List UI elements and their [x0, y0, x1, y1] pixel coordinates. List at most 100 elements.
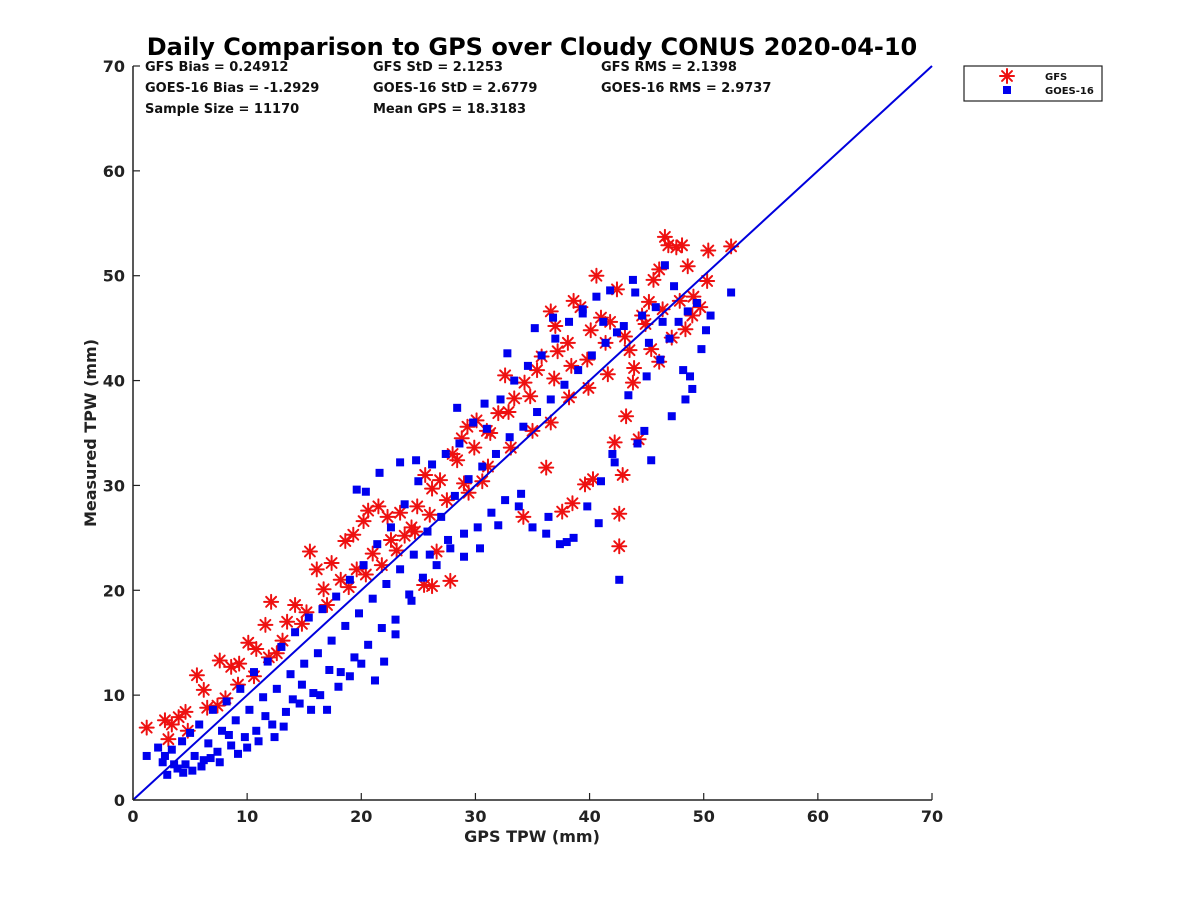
goes16-point	[277, 642, 286, 651]
gfs-point	[257, 616, 274, 633]
goes16-point	[473, 523, 482, 532]
gfs-point	[621, 342, 638, 359]
goes16-point	[578, 305, 587, 314]
gfs-point	[424, 578, 441, 595]
goes16-point	[480, 399, 489, 408]
y-tick-label: 40	[103, 372, 125, 391]
goes16-point	[186, 728, 195, 737]
goes16-point	[631, 288, 640, 297]
x-tick-label: 50	[693, 807, 715, 826]
stat-annotation: GFS RMS = 2.1398	[601, 60, 737, 75]
gfs-point	[506, 390, 523, 407]
goes16-point	[254, 737, 263, 746]
goes16-point	[594, 519, 603, 528]
gfs-point	[379, 508, 396, 525]
goes16-point	[482, 424, 491, 433]
x-tick-label: 30	[464, 807, 486, 826]
goes16-point	[503, 349, 512, 358]
goes16-point	[309, 689, 318, 698]
goes16-point	[528, 523, 537, 532]
goes16-point	[206, 754, 215, 763]
goes16-point	[610, 458, 619, 467]
gfs-point	[515, 508, 532, 525]
goes16-point	[727, 288, 736, 297]
goes16-point	[464, 475, 473, 484]
goes16-point	[599, 317, 608, 326]
gfs-point	[497, 367, 514, 384]
gfs-point	[373, 557, 390, 574]
goes16-point	[533, 408, 542, 417]
gfs-point	[345, 526, 362, 543]
goes16-point	[432, 561, 441, 570]
gfs-point	[409, 498, 426, 515]
goes16-point	[642, 372, 651, 381]
goes16-point	[332, 592, 341, 601]
goes16-point	[142, 751, 151, 760]
gfs-point	[177, 703, 194, 720]
goes16-point	[249, 668, 258, 677]
gfs-point	[421, 506, 438, 523]
gfs-point	[611, 505, 628, 522]
one-to-one-reference-line	[132, 65, 933, 801]
stats-annotations: GFS Bias = 0.24912 GFS StD = 2.1253 GFS RM…	[145, 60, 771, 117]
goes16-point	[565, 317, 574, 326]
goes16-point	[475, 544, 484, 553]
stat-annotation: GOES-16 RMS = 2.9737	[601, 81, 771, 96]
goes16-point	[327, 636, 336, 645]
goes16-point	[450, 491, 459, 500]
gfs-point	[357, 566, 374, 583]
goes16-point	[291, 628, 300, 637]
goes16-point	[487, 508, 496, 517]
gfs-point	[580, 379, 597, 396]
goes16-point	[501, 496, 510, 505]
gfs-point	[554, 503, 571, 520]
goes16-point	[288, 695, 297, 704]
goes16-point	[364, 640, 373, 649]
gfs-point	[549, 343, 566, 360]
x-tick-label: 70	[921, 807, 943, 826]
goes16-point	[158, 758, 167, 767]
goes16-point	[460, 552, 469, 561]
gfs-point	[332, 571, 349, 588]
legend-label-goes-16: GOES-16	[1045, 86, 1094, 97]
goes16-point	[549, 313, 558, 322]
goes16-point	[199, 756, 208, 765]
goes16-point	[701, 326, 710, 335]
y-tick-label: 50	[103, 267, 125, 286]
goes16-point	[551, 334, 560, 343]
goes16-point	[628, 275, 637, 284]
legend: GFS GOES-16	[963, 65, 1103, 102]
gfs-point	[614, 466, 631, 483]
gfs-point	[337, 533, 354, 550]
goes16-point	[569, 533, 578, 542]
gfs-point	[516, 374, 533, 391]
goes16-point	[215, 758, 224, 767]
goes16-point	[236, 684, 245, 693]
goes16-point	[396, 458, 405, 467]
goes16-point	[706, 311, 715, 320]
goes16-point	[181, 760, 190, 769]
gfs-point	[588, 267, 605, 284]
gfs-point	[138, 719, 155, 736]
goes16-point	[154, 743, 163, 752]
goes16-point	[304, 613, 313, 622]
goes16-point	[195, 720, 204, 729]
gfs-point	[416, 577, 433, 594]
goes16-point	[341, 621, 350, 630]
goes16-point	[658, 317, 667, 326]
gfs-point	[679, 258, 696, 275]
goes16-point	[243, 743, 252, 752]
goes16-point	[478, 462, 487, 471]
stat-annotation: GOES-16 Bias = -1.2929	[145, 81, 319, 96]
goes16-point	[382, 579, 391, 588]
goes16-point	[418, 573, 427, 582]
goes16-point	[173, 764, 182, 773]
goes16-point	[444, 535, 453, 544]
gfs-point	[248, 641, 265, 658]
goes16-point	[218, 726, 227, 735]
x-tick-label: 40	[578, 807, 600, 826]
goes16-point	[391, 615, 400, 624]
gfs-point	[542, 414, 559, 431]
goes16-point	[316, 691, 325, 700]
goes16-point	[697, 345, 706, 354]
